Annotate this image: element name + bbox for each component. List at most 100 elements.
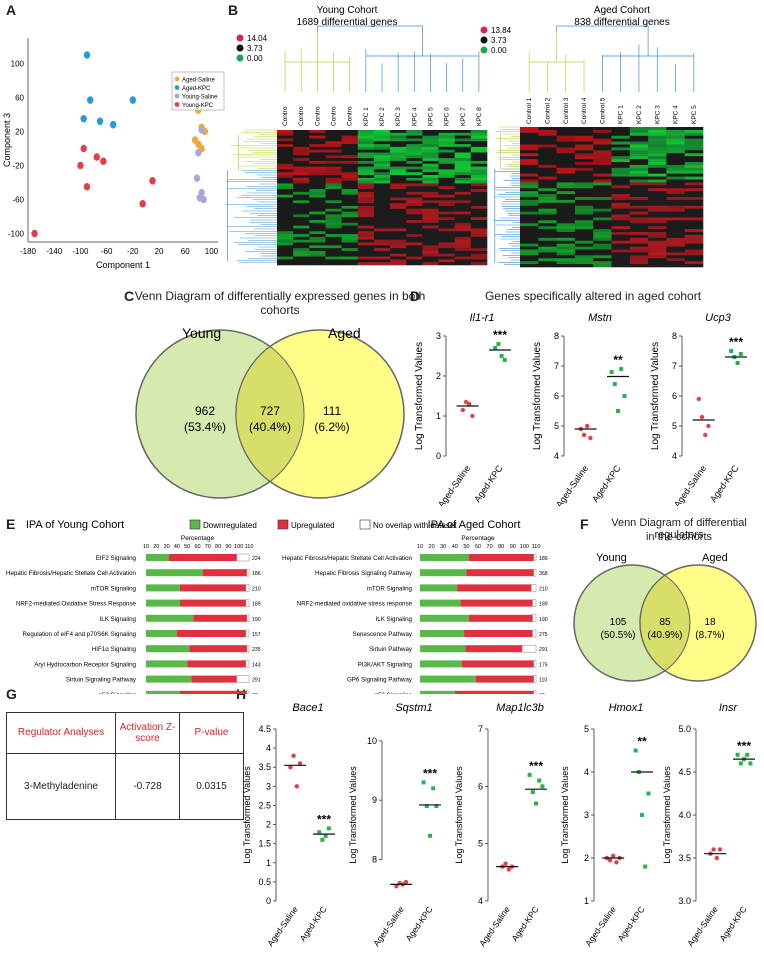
heatmap-cell (629, 167, 649, 172)
heatmap-cell (520, 217, 539, 221)
bar-segment (420, 690, 455, 694)
bar-total: 291 (539, 647, 548, 653)
heatmap-cell (648, 156, 667, 160)
heatmap-cell (357, 256, 375, 260)
heatmap-cell (438, 253, 455, 257)
heatmap-cell (593, 234, 612, 239)
heatmap-cell (470, 191, 488, 195)
heatmap-cell (373, 160, 391, 165)
heatmap-cell (611, 240, 631, 244)
heatmap-cell (277, 228, 294, 232)
heatmap-cell (357, 135, 375, 139)
heatmap-cell (438, 175, 455, 179)
heatmap-cell (390, 189, 407, 193)
heatmap-cell (390, 138, 407, 142)
heatmap-cell (666, 232, 685, 236)
heatmap-cell (684, 214, 704, 218)
heatmap-cell (293, 191, 310, 195)
ipa-bar-charts: Downregulated Upregulated No overlap with … (6, 519, 548, 694)
heatmap-cell (390, 152, 407, 156)
heatmap-cell (373, 130, 391, 134)
heatmap-cell (470, 146, 488, 150)
significance-marker: *** (729, 335, 743, 349)
heatmap-cell (629, 170, 649, 174)
bar-segment (532, 599, 537, 607)
dendrogram-branch (317, 25, 423, 32)
heatmap-cell (454, 242, 472, 246)
heatmap-cell (422, 132, 439, 136)
heatmap-cell (390, 183, 407, 187)
heatmap-cell (470, 259, 488, 263)
pathway-label: Regulation of eIF4 and p70S6K Signaling (22, 631, 136, 638)
column-label: KPC 2 (379, 107, 386, 126)
column-label: Contro (282, 106, 289, 126)
heatmap-cell (373, 169, 391, 173)
heatmap-cell (520, 258, 539, 262)
heatmap-cell (520, 176, 539, 180)
heatmap-cell (309, 163, 326, 167)
heatmap-cell (341, 245, 359, 249)
heatmap-cell (520, 208, 539, 212)
heatmap-cell (611, 205, 631, 209)
heatmap-cell (406, 231, 423, 235)
y-tick-label: 100 (11, 60, 25, 69)
heatmap-cell (422, 197, 439, 201)
heatmap-cell (438, 144, 455, 148)
heatmap-cell (648, 261, 667, 265)
y-axis-title: Log Transformed Values (532, 342, 543, 450)
heatmap-cell (357, 166, 375, 170)
heatmap-cell (593, 127, 612, 131)
heatmap-cell (325, 211, 342, 215)
heatmap-cell (666, 185, 685, 189)
heatmap-cell (438, 189, 455, 193)
heatmap-cell (277, 189, 294, 193)
heatmap-cell (666, 182, 685, 186)
heatmap-cell (574, 214, 594, 218)
heatmap-cell (309, 144, 326, 148)
table-row: 3-Methyladenine -0.728 0.0315 (5, 752, 244, 821)
bar-segment (187, 660, 246, 668)
heatmap-cell (556, 179, 576, 183)
pathway-label: mTOR Signaling (91, 585, 137, 592)
y-tick-label: 5 (584, 724, 589, 734)
heatmap-cell (454, 245, 472, 249)
heatmap-cell (611, 208, 631, 212)
heatmap-cell (454, 239, 472, 243)
heatmap-cell (629, 188, 649, 192)
heatmap-cell (438, 141, 455, 145)
heatmap-cell (373, 146, 391, 150)
heatmap-cell (341, 225, 359, 229)
heatmap-cell (454, 152, 472, 156)
heatmap-cell (666, 188, 685, 192)
heatmap-cell (309, 138, 326, 142)
heatmap-cell (341, 146, 359, 150)
y-tick-label: 3 (584, 810, 589, 820)
heatmap-cell (593, 147, 612, 151)
heatmap-cell (574, 199, 594, 204)
heatmap-cell (666, 135, 685, 139)
heatmap-cell (574, 156, 594, 160)
heatmap-cell (422, 158, 439, 162)
x-tick-label: 30 (164, 544, 170, 550)
heatmap-cell (648, 138, 667, 142)
heatmap-cell (556, 170, 576, 174)
heatmap-cell (666, 159, 685, 163)
heatmap-cell (309, 239, 326, 243)
heatmap-cell (574, 220, 594, 224)
heatmap-cell (390, 222, 407, 226)
ipa-title: IPA of Aged Cohort (428, 519, 521, 531)
y-tick-label: 3 (436, 331, 441, 341)
heatmap-cell (406, 186, 423, 190)
heatmap-cell (684, 246, 704, 250)
heatmap-cell (357, 197, 375, 201)
pathway-label: ILK Signaling (100, 616, 137, 623)
bar-segment (532, 629, 537, 638)
heatmap-cell (556, 202, 576, 207)
y-tick-label: 2 (266, 820, 271, 830)
heatmap-cell (538, 258, 557, 262)
heatmap-cell (629, 220, 649, 224)
scatter-point (195, 148, 202, 157)
heatmap-cell (406, 189, 423, 193)
scatter-point (80, 144, 87, 153)
